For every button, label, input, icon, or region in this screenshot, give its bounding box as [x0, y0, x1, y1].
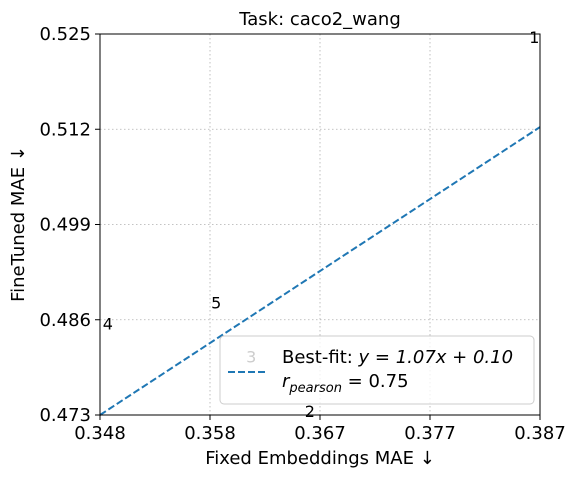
y-tick-label: 0.499 [39, 215, 91, 236]
point-label-1: 1 [529, 28, 539, 47]
legend-entry-fit: Best-fit: y = 1.07x + 0.10 [282, 347, 513, 368]
x-tick-label: 0.377 [404, 423, 456, 444]
best-fit-line [99, 126, 541, 416]
fit-line-layer [99, 126, 541, 416]
x-tick-label: 0.358 [184, 423, 236, 444]
x-tick-label: 0.387 [514, 423, 566, 444]
y-tick-label: 0.473 [39, 405, 91, 426]
point-label-2: 2 [305, 402, 315, 421]
x-tick-label: 0.348 [74, 423, 126, 444]
x-axis-label: Fixed Embeddings MAE ↓ [205, 448, 435, 469]
legend-r-value: = 0.75 [342, 371, 409, 392]
chart-title: Task: caco2_wang [238, 9, 401, 30]
x-ticks: 0.348 0.358 0.367 0.377 0.387 [74, 415, 566, 444]
legend-box [219, 335, 535, 405]
point-label-5: 5 [211, 293, 221, 312]
legend-fit-equation: y = 1.07x + 0.10 [358, 347, 514, 368]
legend-fit-prefix: Best-fit: [282, 347, 359, 368]
legend-r-subscript: pearson [288, 381, 342, 396]
y-tick-label: 0.512 [39, 119, 91, 140]
y-tick-label: 0.486 [39, 310, 91, 331]
y-tick-label: 0.525 [39, 24, 91, 45]
legend: Best-fit: y = 1.07x + 0.10 rpearson = 0.… [219, 335, 535, 405]
x-tick-label: 0.367 [294, 423, 346, 444]
point-label-4: 4 [103, 315, 113, 334]
legend-entry-pearson: rpearson = 0.75 [282, 371, 409, 396]
y-ticks: 0.473 0.486 0.499 0.512 0.525 [39, 24, 100, 426]
legend-r-symbol: r [282, 371, 291, 392]
y-axis-label: FineTuned MAE ↓ [8, 146, 29, 302]
